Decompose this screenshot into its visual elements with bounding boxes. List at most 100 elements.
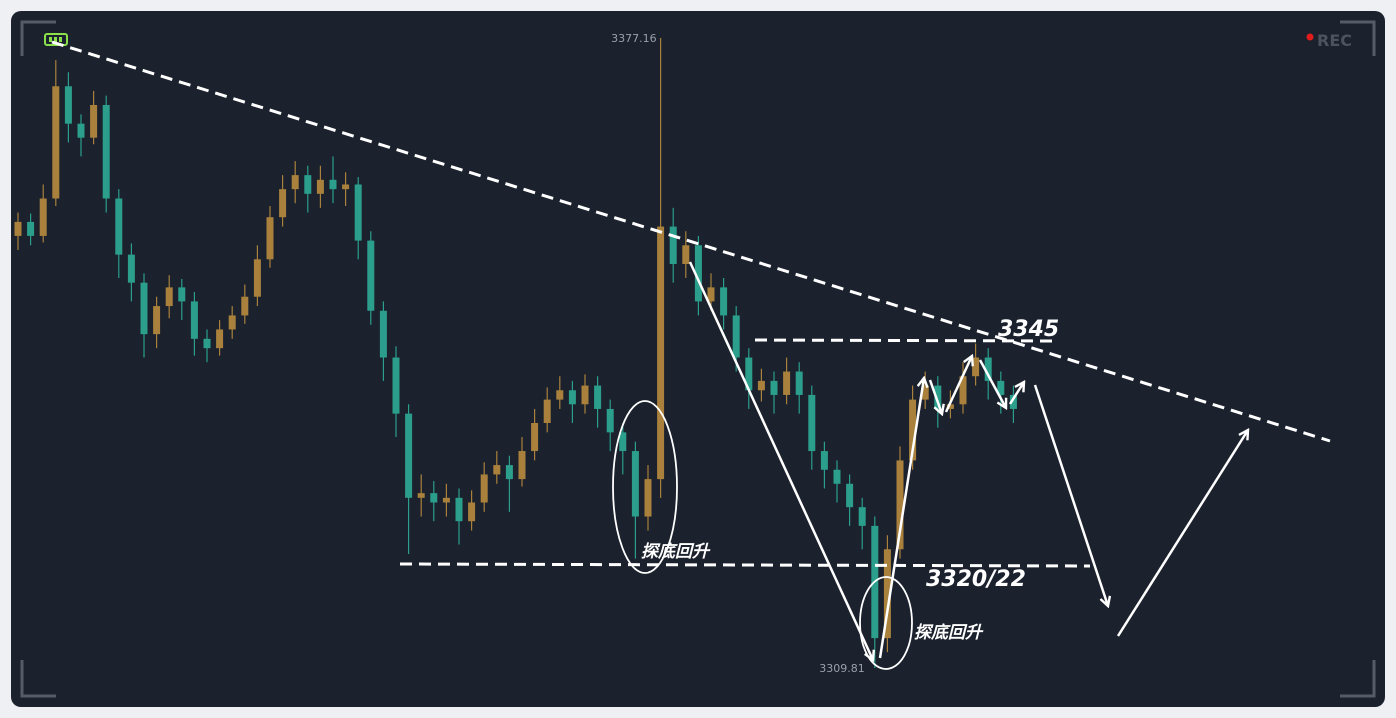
candle-body xyxy=(115,198,123,255)
support-line xyxy=(399,562,1091,568)
candle-body xyxy=(77,123,85,138)
candle-body xyxy=(808,394,816,452)
rec-label: REC xyxy=(1317,31,1352,50)
candle-body xyxy=(480,474,488,503)
candle-body xyxy=(405,413,413,498)
arrow xyxy=(878,378,924,659)
trend-line xyxy=(51,40,1331,443)
candle-body xyxy=(140,282,148,335)
candle-body xyxy=(90,104,98,138)
guide-lines xyxy=(51,40,1331,568)
candle-body xyxy=(921,385,929,400)
candle-body xyxy=(556,390,564,400)
candle-body xyxy=(367,240,375,311)
level-label: 3345 xyxy=(998,317,1059,342)
candle-body xyxy=(27,221,35,236)
candle-body xyxy=(783,371,791,395)
candle-body xyxy=(757,380,765,391)
candle-body xyxy=(291,175,299,190)
candle-body xyxy=(934,385,942,409)
candle-body xyxy=(833,469,841,484)
arrow xyxy=(1116,430,1248,637)
candle-body xyxy=(531,422,539,452)
candle-body xyxy=(694,245,702,302)
candle-body xyxy=(253,259,261,297)
candle-body xyxy=(505,465,513,480)
candle-body xyxy=(896,460,904,550)
candle-body xyxy=(745,357,753,391)
rec-dot xyxy=(1306,33,1314,41)
candle-body xyxy=(52,86,60,199)
candle-body xyxy=(518,451,526,480)
candle-body xyxy=(846,483,854,508)
candle-body xyxy=(732,315,740,358)
candle-body xyxy=(543,399,551,423)
candle-body xyxy=(279,189,287,218)
circle-marker xyxy=(859,576,913,670)
battery-icon xyxy=(44,33,68,46)
level-label: 3320/22 xyxy=(926,567,1026,592)
candle-body xyxy=(14,221,22,236)
annotation: 探底回升 xyxy=(914,623,984,643)
arrow xyxy=(1033,384,1108,606)
candle-body xyxy=(316,179,324,194)
candle-body xyxy=(442,497,450,503)
candle-body xyxy=(39,198,47,236)
candle-body xyxy=(178,287,186,302)
candle-body xyxy=(984,357,992,381)
candle-body xyxy=(883,549,891,639)
projection-arrows xyxy=(612,261,1248,670)
candle-body xyxy=(153,306,161,335)
candle-body xyxy=(165,287,173,307)
candle-body xyxy=(228,315,236,330)
candle-body xyxy=(795,371,803,395)
candle-body xyxy=(669,226,677,264)
candle-body xyxy=(127,254,135,283)
candle-body xyxy=(972,357,980,377)
candle-body xyxy=(493,465,501,475)
candle-body xyxy=(568,390,576,405)
candle-body xyxy=(203,338,211,349)
candle-body xyxy=(354,184,362,241)
candle-body xyxy=(594,385,602,409)
candle-body xyxy=(190,301,198,339)
candle-body xyxy=(455,497,463,522)
candle-body xyxy=(342,184,350,190)
low-label: 3309.81 xyxy=(819,662,865,675)
candle-body xyxy=(64,86,72,124)
panel xyxy=(11,11,1385,707)
candle-body xyxy=(644,479,652,517)
candle-body xyxy=(241,296,249,316)
candle-body xyxy=(631,451,639,517)
candle-body xyxy=(997,380,1005,395)
candle-body xyxy=(909,399,917,461)
candle-body xyxy=(820,451,828,470)
candle-body xyxy=(720,287,728,316)
candle-body xyxy=(682,245,690,264)
candle-body xyxy=(392,357,400,414)
candle-body xyxy=(102,104,110,199)
arrow xyxy=(978,359,1006,408)
arrow xyxy=(928,379,942,414)
annotation: 探底回升 xyxy=(641,542,711,562)
candle-body xyxy=(216,329,224,349)
candle-body xyxy=(707,287,715,302)
candle-body xyxy=(619,432,627,452)
candle-body xyxy=(581,385,589,405)
candle-body xyxy=(946,404,954,409)
corner-brackets xyxy=(20,20,1376,698)
candle-body xyxy=(606,408,614,433)
arrow xyxy=(1008,382,1024,405)
candle-body xyxy=(770,380,778,395)
candle-body xyxy=(329,179,337,190)
candle-body xyxy=(858,507,866,526)
candle-body xyxy=(417,493,425,498)
candle-body xyxy=(304,175,312,194)
arrow xyxy=(944,356,972,413)
candle-body xyxy=(1009,394,1017,409)
candle-body xyxy=(959,376,967,405)
resistance-line xyxy=(754,338,1056,343)
arrow xyxy=(688,261,873,660)
candle-body xyxy=(266,217,274,260)
